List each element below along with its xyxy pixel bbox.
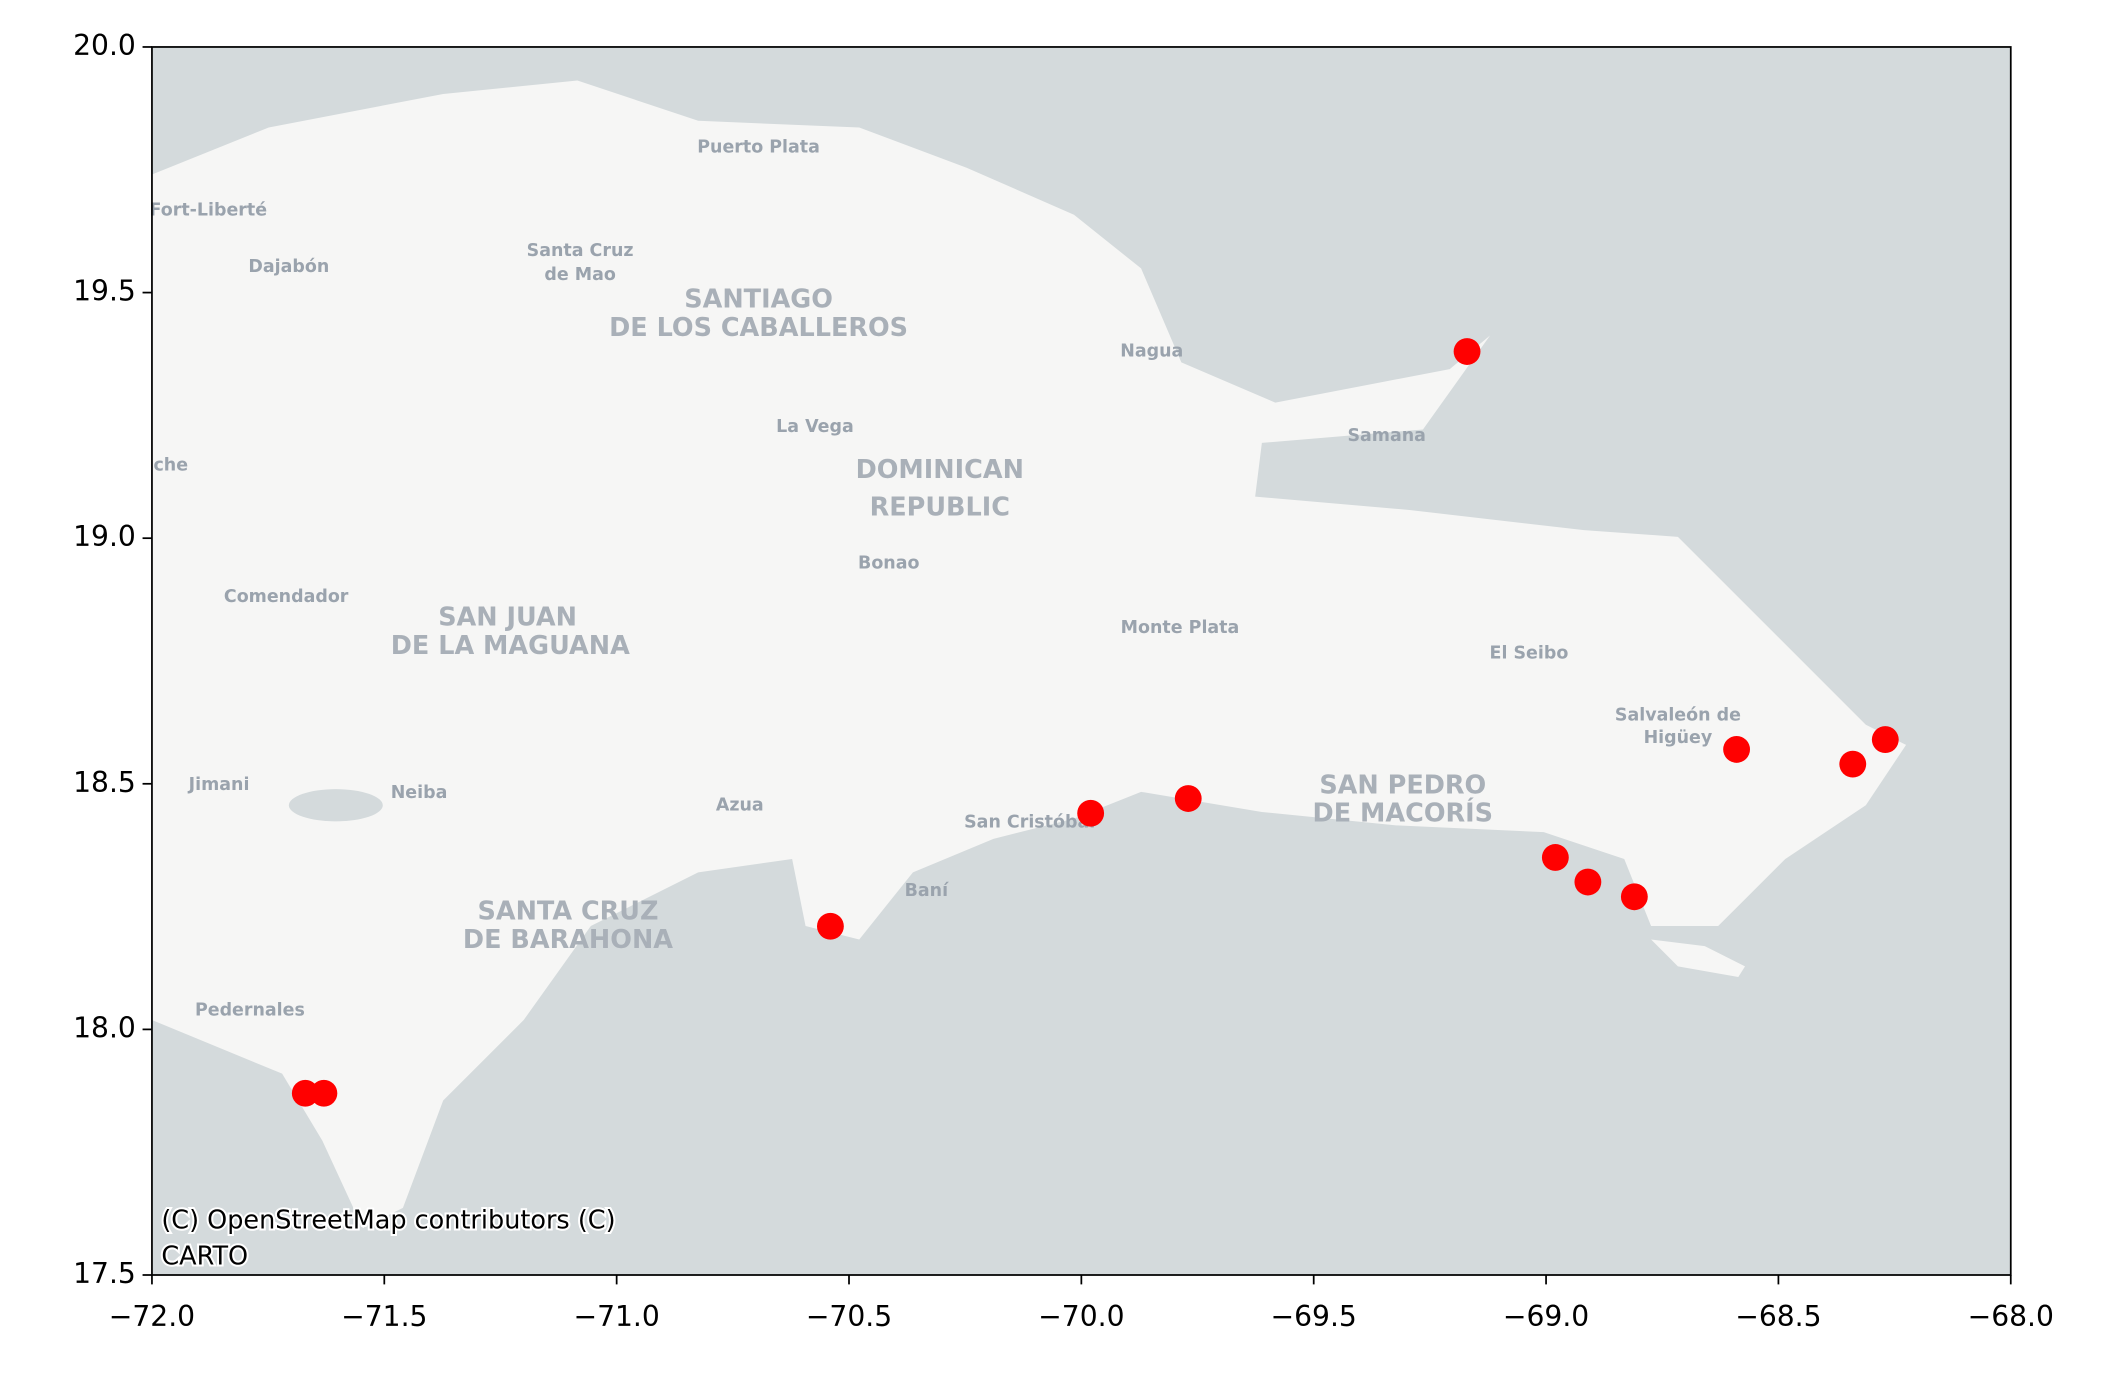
point bbox=[291, 1079, 319, 1107]
x-tick-label: −68.5 bbox=[1735, 1300, 1821, 1333]
place-label: SANTA CRUZ bbox=[477, 897, 658, 927]
place-label: SAN JUAN bbox=[438, 603, 577, 633]
point bbox=[1574, 868, 1602, 896]
point bbox=[310, 1079, 338, 1107]
x-tick-label: −70.0 bbox=[1038, 1300, 1124, 1333]
x-tick-label: −70.5 bbox=[806, 1300, 892, 1333]
y-tick-label: 18.0 bbox=[73, 1011, 136, 1044]
point bbox=[816, 912, 844, 940]
place-label: DE LA MAGUANA bbox=[391, 631, 630, 661]
x-tick-label: −68.0 bbox=[1968, 1300, 2054, 1333]
point bbox=[1723, 735, 1751, 763]
place-label: de Mao bbox=[544, 265, 615, 285]
place-label: Dajabón bbox=[248, 257, 329, 277]
x-tick-label: −71.0 bbox=[573, 1300, 659, 1333]
place-label: REPUBLIC bbox=[870, 493, 1010, 523]
place-label: Pedernales bbox=[195, 1001, 305, 1021]
place-label: Monte Plata bbox=[1121, 618, 1240, 638]
place-label: Higüey bbox=[1644, 728, 1713, 748]
place-label: DOMINICAN bbox=[856, 455, 1024, 485]
place-label: El Seibo bbox=[1490, 644, 1569, 664]
y-tick-label: 19.0 bbox=[73, 520, 136, 553]
y-tick-label: 20.0 bbox=[73, 29, 136, 62]
place-label: Puerto Plata bbox=[697, 138, 820, 158]
x-tick-label: −69.5 bbox=[1271, 1300, 1357, 1333]
island bbox=[1651, 939, 1746, 978]
place-label: SAN PEDRO bbox=[1319, 770, 1486, 800]
y-tick-label: 19.5 bbox=[73, 275, 136, 308]
place-label: Samana bbox=[1347, 426, 1425, 446]
place-label: Azua bbox=[716, 795, 764, 815]
point bbox=[1453, 338, 1481, 365]
lake bbox=[288, 789, 383, 822]
place-label: Bonao bbox=[858, 554, 919, 574]
point bbox=[1871, 726, 1899, 754]
y-tick-label: 18.5 bbox=[73, 766, 136, 799]
place-label: Santa Cruz bbox=[527, 241, 634, 261]
x-tick-label: −69.0 bbox=[1503, 1300, 1589, 1333]
place-label: che bbox=[153, 456, 188, 476]
place-label: Salvaleón de bbox=[1615, 705, 1741, 725]
attribution: (C) OpenStreetMap contributors (C) bbox=[161, 1205, 615, 1235]
x-tick-label: −71.5 bbox=[341, 1300, 427, 1333]
place-label: DE MACORÍS bbox=[1313, 799, 1493, 829]
point bbox=[1620, 883, 1648, 911]
point bbox=[1541, 844, 1569, 871]
basemap bbox=[151, 46, 2011, 1275]
place-label: Baní bbox=[905, 881, 949, 901]
x-tick-label: −72.0 bbox=[109, 1300, 195, 1333]
land bbox=[151, 80, 1907, 1229]
place-label: Comendador bbox=[224, 587, 349, 607]
place-label: Neiba bbox=[391, 783, 448, 803]
place-label: DE LOS CABALLEROS bbox=[609, 313, 908, 343]
point bbox=[1839, 750, 1867, 778]
place-label: Nagua bbox=[1120, 342, 1183, 362]
place-label: La Vega bbox=[776, 417, 854, 437]
place-label: Jimani bbox=[188, 775, 250, 795]
y-tick-label: 17.5 bbox=[73, 1257, 136, 1290]
place-label: SANTIAGO bbox=[684, 285, 833, 315]
basemap-labels: Puerto Plata Fort-Liberté Dajabón Santa Cru… bbox=[150, 138, 1741, 1021]
point bbox=[1077, 799, 1105, 827]
place-label: San Cristóbal bbox=[964, 813, 1095, 833]
attribution: CARTO bbox=[161, 1242, 248, 1272]
place-label: DE BARAHONA bbox=[463, 925, 673, 955]
point bbox=[1174, 785, 1202, 812]
place-label: Fort-Liberté bbox=[150, 201, 268, 221]
